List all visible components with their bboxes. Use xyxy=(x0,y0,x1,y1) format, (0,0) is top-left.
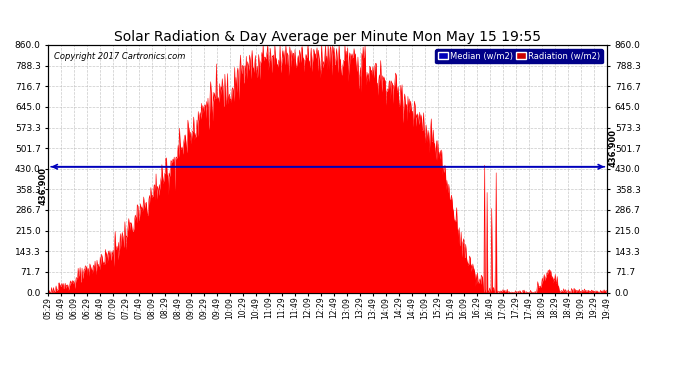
Title: Solar Radiation & Day Average per Minute Mon May 15 19:55: Solar Radiation & Day Average per Minute… xyxy=(115,30,541,44)
Text: 436.900: 436.900 xyxy=(38,167,47,205)
Text: Copyright 2017 Cartronics.com: Copyright 2017 Cartronics.com xyxy=(54,53,185,62)
Legend: Median (w/m2), Radiation (w/m2): Median (w/m2), Radiation (w/m2) xyxy=(435,49,603,63)
Text: 436.900: 436.900 xyxy=(609,129,618,167)
